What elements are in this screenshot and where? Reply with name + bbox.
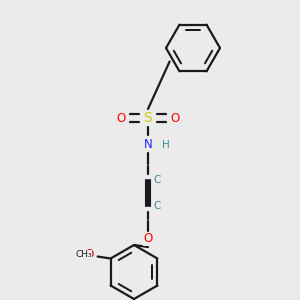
Text: O: O — [170, 112, 180, 124]
Text: O: O — [116, 112, 126, 124]
Text: C: C — [153, 201, 161, 211]
Text: CH₃: CH₃ — [76, 250, 92, 259]
Text: O: O — [143, 232, 153, 245]
Text: O: O — [84, 248, 93, 261]
Text: H: H — [162, 140, 170, 150]
Text: S: S — [144, 111, 152, 125]
Text: C: C — [153, 175, 161, 185]
Text: N: N — [144, 137, 152, 151]
